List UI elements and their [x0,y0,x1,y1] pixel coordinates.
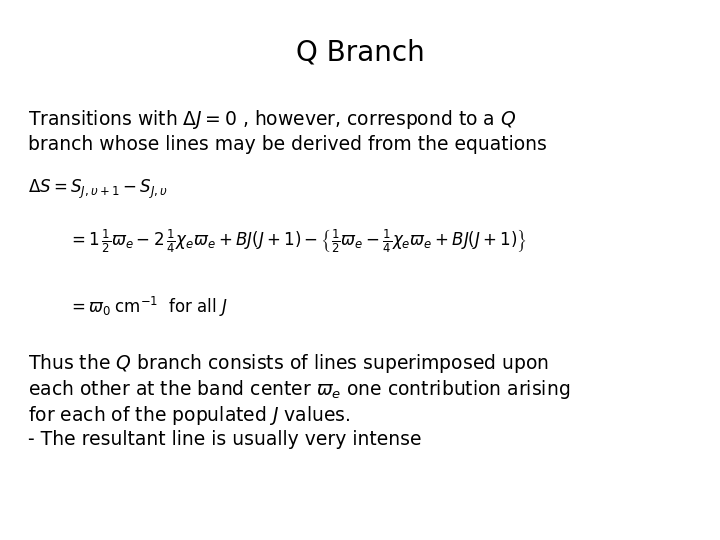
Text: $= \varpi_0 \;\mathrm{cm}^{-1}$  for all $J$: $= \varpi_0 \;\mathrm{cm}^{-1}$ for all … [68,295,228,319]
Text: - The resultant line is usually very intense: - The resultant line is usually very int… [28,430,421,449]
Text: Transitions with $\Delta J = 0$ , however, correspond to a $Q$: Transitions with $\Delta J = 0$ , howeve… [28,108,516,131]
Text: Q Branch: Q Branch [296,38,424,66]
Text: $= 1\,\frac{1}{2}\varpi_e - 2\,\frac{1}{4}\chi_e\varpi_e + BJ(J+1) - \left\{\fra: $= 1\,\frac{1}{2}\varpi_e - 2\,\frac{1}{… [68,228,527,255]
Text: for each of the populated $J$ values.: for each of the populated $J$ values. [28,404,351,427]
Text: branch whose lines may be derived from the equations: branch whose lines may be derived from t… [28,135,547,154]
Text: each other at the band center $\varpi_e$ one contribution arising: each other at the band center $\varpi_e$… [28,378,570,401]
Text: Thus the $Q$ branch consists of lines superimposed upon: Thus the $Q$ branch consists of lines su… [28,352,549,375]
Text: $\Delta S = S_{J,\upsilon+1} - S_{J,\upsilon}$: $\Delta S = S_{J,\upsilon+1} - S_{J,\ups… [28,178,168,201]
